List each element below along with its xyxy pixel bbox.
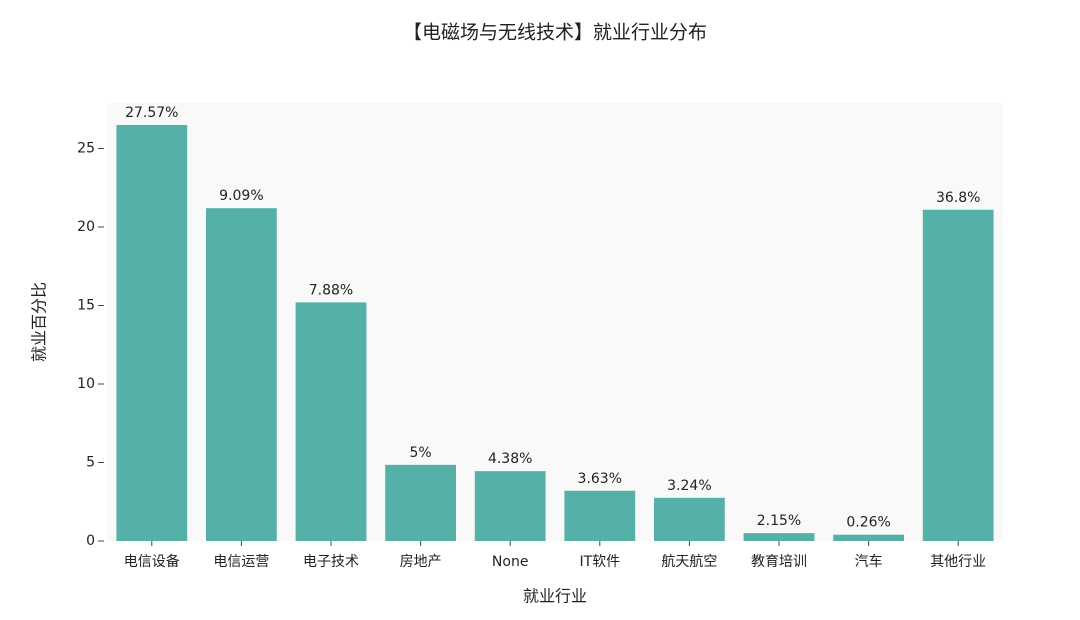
x-tick-label: None (492, 554, 529, 570)
x-tick-label: 教育培训 (751, 554, 807, 570)
bar-annotation: 2.15% (757, 513, 801, 529)
bar (743, 533, 815, 541)
bar-annotation: 7.88% (309, 282, 353, 298)
bar (654, 497, 725, 541)
x-tick-label: 电子技术 (303, 554, 359, 570)
x-tick-label: 航天航空 (661, 554, 717, 570)
bar-annotation: 0.26% (846, 515, 890, 531)
bar-annotation: 5% (409, 445, 431, 461)
bar (922, 209, 994, 541)
x-tick-label: 电信运营 (213, 554, 269, 570)
bar-annotation: 3.63% (578, 471, 622, 487)
chart-title: 【电磁场与无线技术】就业行业分布 (403, 22, 707, 44)
bar-annotation: 4.38% (488, 451, 532, 467)
x-tick-label: 汽车 (855, 553, 883, 570)
y-axis-label: 就业百分比 (30, 282, 49, 362)
x-tick-label: 房地产 (400, 554, 442, 570)
y-tick-label: 5 (86, 455, 95, 471)
y-tick-label: 10 (77, 376, 95, 392)
bar (206, 208, 277, 541)
bar (474, 471, 546, 541)
y-tick-label: 25 (77, 141, 95, 157)
bar (295, 302, 367, 541)
bar-annotation: 9.09% (219, 188, 263, 204)
y-tick-label: 0 (86, 533, 95, 549)
y-tick-label: 15 (77, 298, 95, 314)
x-tick-label: IT软件 (579, 554, 620, 570)
x-tick-label: 电信设备 (124, 553, 180, 570)
bar-annotation: 36.8% (936, 190, 980, 206)
bar-annotation: 3.24% (667, 478, 711, 494)
bar (833, 534, 904, 541)
x-tick-label: 其他行业 (930, 554, 986, 570)
bar (564, 490, 636, 541)
bar-annotation: 27.57% (125, 105, 178, 121)
bar (385, 464, 456, 541)
bar (116, 124, 188, 542)
y-tick-label: 20 (77, 219, 95, 235)
x-axis-label: 就业行业 (523, 587, 587, 606)
